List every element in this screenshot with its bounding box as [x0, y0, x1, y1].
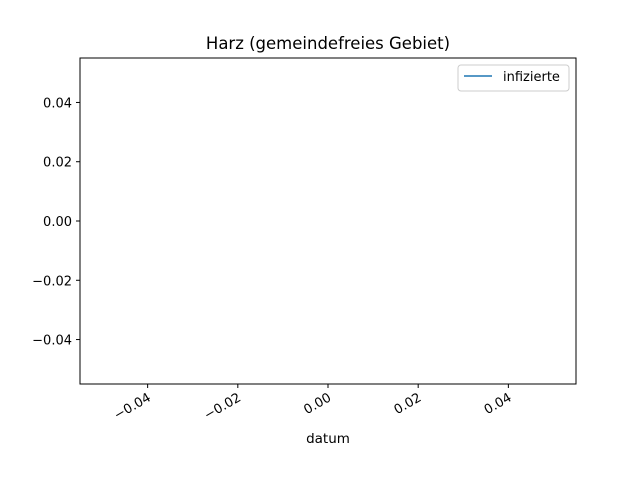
y-tick-label: 0.02 — [43, 156, 72, 171]
y-tick-label: −0.04 — [32, 334, 72, 349]
legend-box — [457, 64, 570, 92]
y-axis: 0.04 0.02 0.00 −0.02 −0.04 — [32, 96, 80, 349]
y-tick-label: −0.02 — [32, 274, 72, 289]
y-tick-label: 0.00 — [43, 215, 72, 230]
y-tick-label: 0.04 — [43, 96, 72, 111]
legend-label-infizierte: infizierte — [503, 70, 560, 85]
chart-title: Harz (gemeindefreies Gebiet) — [206, 34, 450, 53]
x-axis-label: datum — [306, 431, 350, 447]
legend: infizierte — [457, 64, 570, 92]
